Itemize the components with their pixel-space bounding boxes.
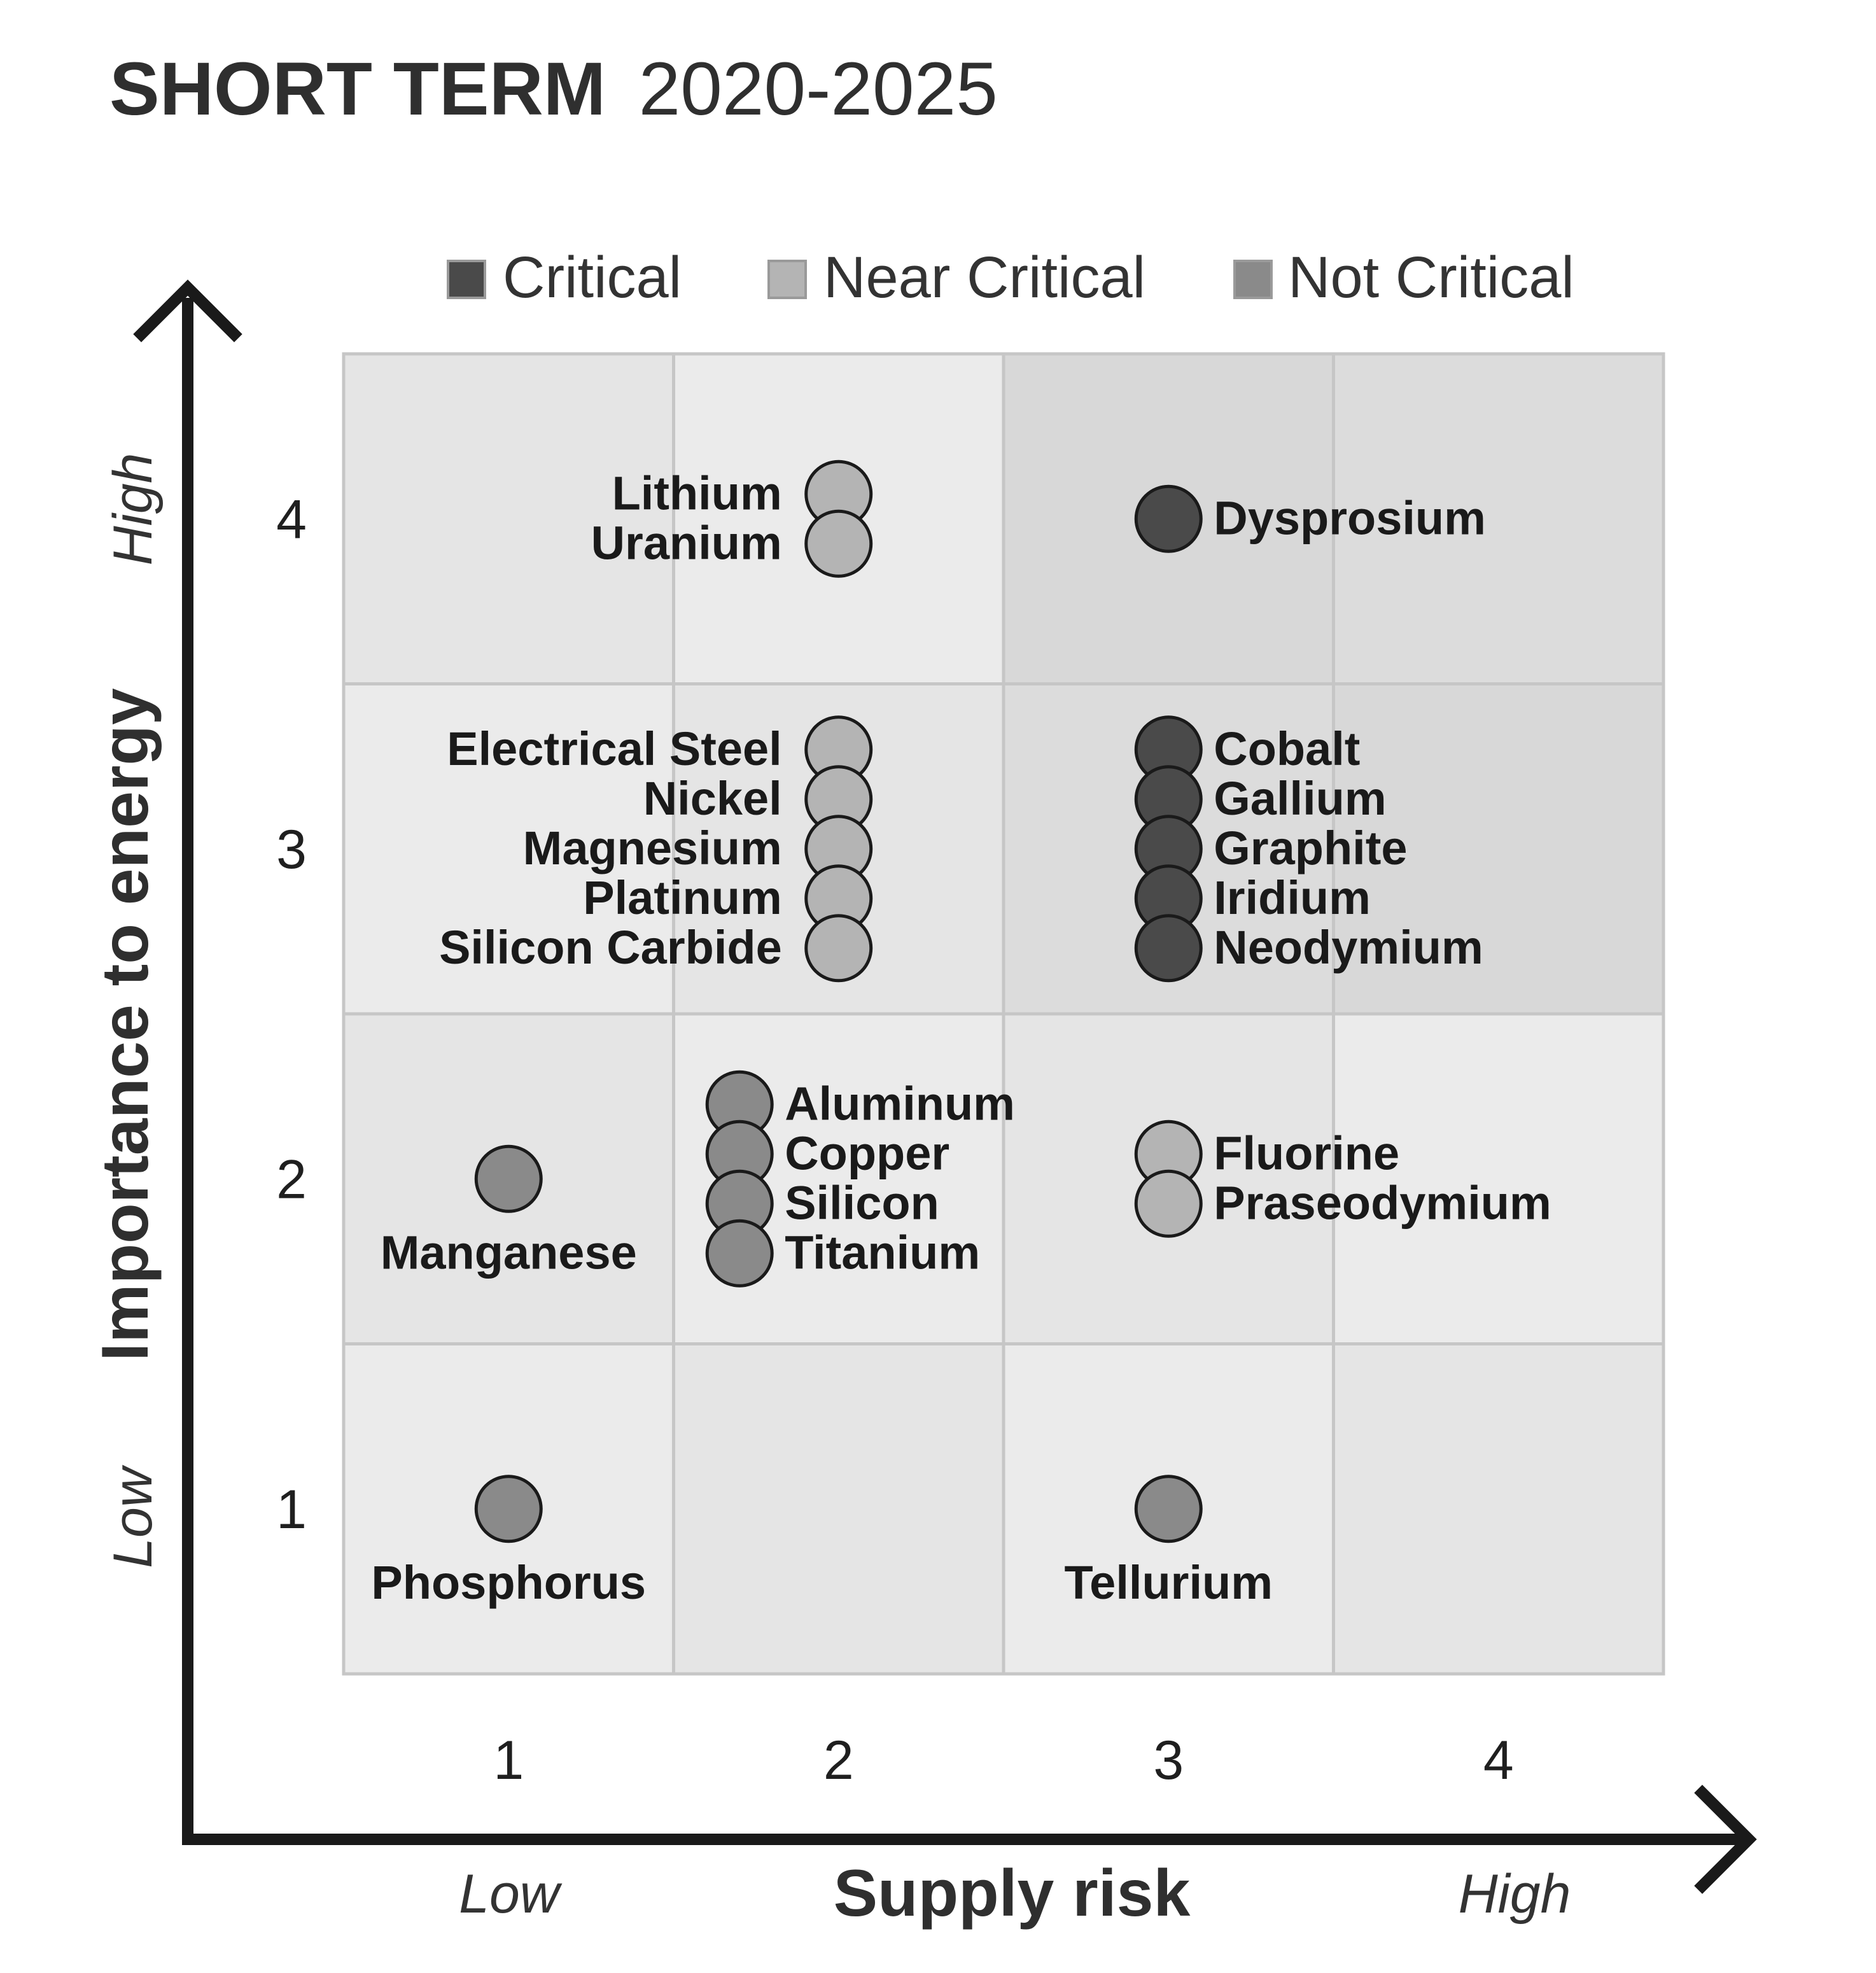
legend-swatch-near-critical <box>767 260 807 299</box>
data-label: Silicon Carbide <box>439 921 782 974</box>
grid <box>342 352 1665 1676</box>
x-axis-low-label: Low <box>459 1864 563 1925</box>
grid-cell <box>1332 352 1665 685</box>
grid-cell <box>342 352 675 685</box>
data-label: Uranium <box>591 516 782 569</box>
grid-cell <box>1332 1012 1665 1345</box>
x-tick-label: 1 <box>493 1730 524 1791</box>
x-tick-label: 2 <box>823 1730 854 1791</box>
data-label: Fluorine <box>1214 1127 1399 1179</box>
data-label: Gallium <box>1214 772 1386 825</box>
chart-title: SHORT TERM <box>109 47 606 131</box>
legend: Critical Near Critical Not Critical <box>447 245 1574 310</box>
tick-labels: 1 2 3 4 1 2 3 4 <box>276 489 1514 1791</box>
data-label: Aluminum <box>785 1077 1015 1130</box>
data-point <box>1134 484 1203 553</box>
data-point <box>705 1219 774 1288</box>
grid-cell <box>1002 1342 1335 1676</box>
grid-cell <box>342 682 675 1016</box>
data-label: Dysprosium <box>1214 491 1486 544</box>
x-axis-high-label: High <box>1459 1864 1571 1925</box>
data-point <box>804 914 873 983</box>
y-axis-title: Importance to energy <box>88 688 162 1361</box>
data-label: Magnesium <box>523 822 782 874</box>
legend-swatch-critical <box>447 260 486 299</box>
y-axis-high-label: High <box>102 453 164 566</box>
data-label: Manganese <box>381 1226 637 1279</box>
y-tick-label: 3 <box>276 819 307 880</box>
data-point <box>474 1144 543 1213</box>
data-point <box>1134 914 1203 983</box>
grid-cell <box>672 1342 1005 1676</box>
legend-label-not-critical: Not Critical <box>1288 245 1574 310</box>
grid-cell <box>1332 682 1665 1016</box>
data-label: Graphite <box>1214 822 1407 874</box>
legend-swatch-not-critical <box>1233 260 1273 299</box>
data-label: Cobalt <box>1214 722 1360 775</box>
y-tick-label: 2 <box>276 1149 307 1210</box>
chart-title-line: SHORT TERM 2020-2025 <box>109 47 998 131</box>
y-axis-low-label: Low <box>102 1464 164 1568</box>
data-point <box>1134 1169 1203 1238</box>
legend-label-critical: Critical <box>503 245 682 310</box>
data-label: Iridium <box>1214 871 1371 924</box>
chart-subtitle: 2020-2025 <box>639 47 998 131</box>
grid-cell <box>1332 1342 1665 1676</box>
data-label: Platinum <box>583 871 781 924</box>
data-label: Silicon <box>785 1176 939 1229</box>
data-label: Neodymium <box>1214 921 1483 974</box>
x-tick-label: 3 <box>1153 1730 1184 1791</box>
data-label: Tellurium <box>1064 1556 1273 1609</box>
x-axis-arrowhead <box>1694 1785 1757 1894</box>
data-label: Praseodymium <box>1214 1176 1551 1229</box>
data-point <box>1134 1475 1203 1543</box>
y-tick-label: 4 <box>276 489 307 550</box>
data-label: Nickel <box>643 772 782 825</box>
data-label: Copper <box>785 1127 949 1179</box>
y-axis-arrowhead <box>133 279 242 342</box>
data-label: Electrical Steel <box>447 722 782 775</box>
data-label: Phosphorus <box>371 1556 646 1609</box>
legend-label-near-critical: Near Critical <box>823 245 1145 310</box>
axes <box>133 279 1757 1894</box>
data-label: Titanium <box>785 1226 980 1279</box>
data-label: Lithium <box>612 467 782 519</box>
y-tick-label: 1 <box>276 1479 307 1540</box>
x-axis-title: Supply risk <box>834 1857 1191 1930</box>
data-point <box>804 509 873 578</box>
data-point <box>474 1475 543 1543</box>
x-tick-label: 4 <box>1483 1730 1514 1791</box>
